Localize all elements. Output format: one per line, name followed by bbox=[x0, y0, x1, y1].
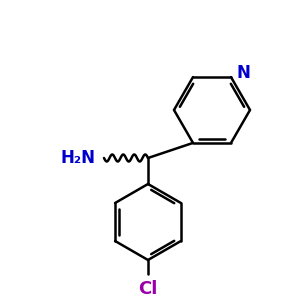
Text: N: N bbox=[237, 64, 251, 82]
Text: H₂N: H₂N bbox=[61, 149, 96, 167]
Text: Cl: Cl bbox=[138, 280, 158, 298]
